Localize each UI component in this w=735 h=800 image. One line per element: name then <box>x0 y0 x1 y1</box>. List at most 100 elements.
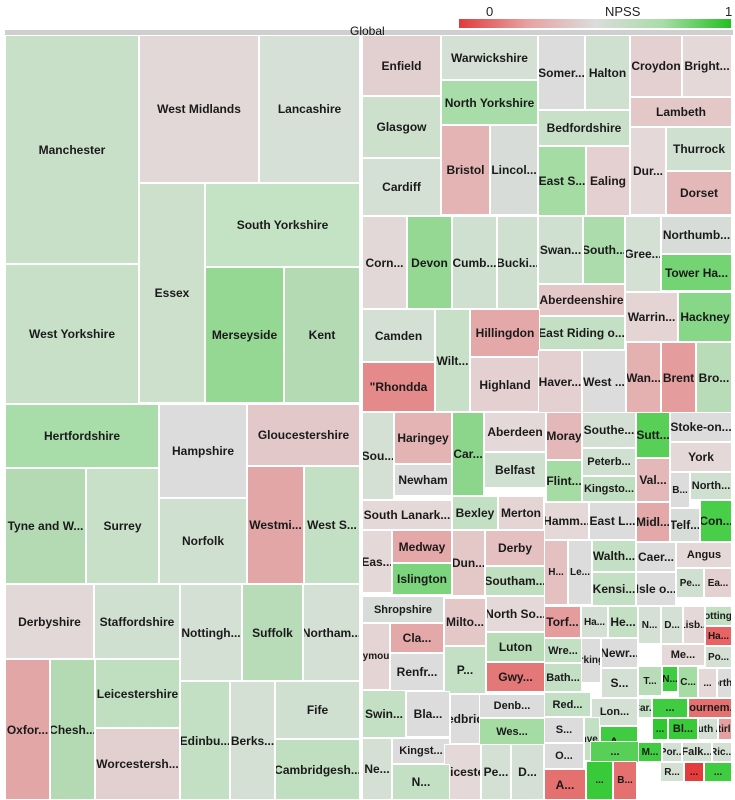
treemap-node[interactable]: Belfast <box>484 452 546 488</box>
treemap-node[interactable]: York <box>670 442 732 472</box>
treemap-node[interactable]: Haringey <box>394 412 452 464</box>
root-node-bar[interactable] <box>5 30 733 35</box>
treemap-node[interactable]: Essex <box>139 183 205 403</box>
treemap-node[interactable]: Bright... <box>682 35 732 97</box>
treemap-node[interactable]: ... <box>698 668 717 698</box>
treemap-node[interactable]: Stoke-on... <box>670 412 732 442</box>
treemap-node[interactable]: Hampshire <box>159 404 247 498</box>
treemap-node[interactable]: Camden <box>362 309 435 362</box>
treemap-node[interactable]: P... <box>444 646 486 694</box>
treemap-node[interactable]: Barking ... <box>581 638 601 683</box>
treemap-node[interactable]: North Yorkshire <box>441 80 538 125</box>
treemap-node[interactable]: Bl... <box>668 718 698 740</box>
treemap-node[interactable]: Ha... <box>705 626 732 646</box>
treemap-node[interactable]: Plymouth <box>362 623 390 690</box>
treemap-node[interactable]: Dorset <box>666 171 732 215</box>
treemap-node[interactable]: Aberdeen <box>484 412 546 452</box>
treemap-node[interactable]: Peterb... <box>582 448 636 476</box>
treemap-node[interactable]: Aberdeenshire <box>538 284 625 316</box>
treemap-node[interactable]: ... <box>652 698 688 718</box>
treemap-node[interactable]: S... <box>601 668 638 698</box>
treemap-node[interactable]: Derbyshire <box>5 584 94 659</box>
treemap-node[interactable]: Islington <box>392 563 452 595</box>
treemap-node[interactable]: West Yorkshire <box>5 264 139 404</box>
treemap-node[interactable]: ... <box>590 741 640 763</box>
treemap-node[interactable]: ... <box>586 761 613 800</box>
treemap-node[interactable]: North... <box>690 472 732 500</box>
treemap-node[interactable]: Dun... <box>452 530 485 596</box>
treemap-node[interactable]: Ric... <box>712 742 732 762</box>
treemap-node[interactable]: S... <box>544 717 584 743</box>
treemap-node[interactable]: Westmi... <box>247 466 304 584</box>
treemap-node[interactable]: West ... <box>582 350 626 414</box>
treemap-node[interactable]: Ea... <box>704 568 732 598</box>
treemap-node[interactable]: Suffolk <box>242 584 303 681</box>
treemap-node[interactable]: Moray <box>546 412 582 460</box>
treemap-node[interactable]: Sou... <box>362 412 394 500</box>
treemap-node[interactable]: ... <box>684 762 704 782</box>
treemap-node[interactable]: Lancashire <box>259 35 360 183</box>
treemap-node[interactable]: Newham <box>394 464 452 496</box>
treemap-node[interactable]: Berks... <box>230 681 275 800</box>
treemap-node[interactable]: Chesh... <box>50 659 95 800</box>
treemap-node[interactable]: Newr... <box>601 638 638 668</box>
treemap-node[interactable]: South... <box>583 216 625 284</box>
treemap-node[interactable]: Wilt... <box>435 309 470 412</box>
treemap-node[interactable]: N... <box>662 666 678 692</box>
treemap-node[interactable]: Oxfor... <box>5 659 50 800</box>
treemap-node[interactable]: Midl... <box>636 502 670 542</box>
treemap-node[interactable]: Fife <box>275 681 360 739</box>
treemap-node[interactable]: Manchester <box>5 35 139 264</box>
treemap-node[interactable]: Brent <box>661 342 696 414</box>
treemap-node[interactable]: M... <box>638 742 662 762</box>
treemap-node[interactable]: Edinbu... <box>180 681 230 800</box>
treemap-node[interactable]: Eas... <box>362 530 392 593</box>
treemap-node[interactable]: Staffordshire <box>94 584 180 659</box>
treemap-node[interactable]: Hackney <box>678 292 732 342</box>
treemap-node[interactable]: Bath... <box>544 663 582 692</box>
treemap-node[interactable]: Nottingh... <box>180 584 242 681</box>
treemap-node[interactable]: Milto... <box>444 598 486 646</box>
treemap-node[interactable]: Cardiff <box>362 158 441 216</box>
treemap-node[interactable]: Bucki... <box>497 216 538 309</box>
treemap-node[interactable]: Renfr... <box>390 653 444 691</box>
treemap-node[interactable]: Somer... <box>538 35 585 110</box>
treemap-node[interactable]: Halton <box>585 35 630 110</box>
treemap-node[interactable]: Le... <box>568 540 592 605</box>
treemap-node[interactable]: Northumb... <box>661 216 732 254</box>
treemap-node[interactable]: Corn... <box>362 216 407 309</box>
treemap-node[interactable]: Car... <box>452 412 484 496</box>
treemap-node[interactable]: Warwickshire <box>441 35 538 80</box>
treemap-node[interactable]: Lisb... <box>683 606 705 644</box>
treemap-node[interactable]: Kingst... <box>392 738 450 764</box>
treemap-node[interactable]: Northam... <box>303 584 360 681</box>
treemap-node[interactable]: Pe... <box>481 744 511 800</box>
treemap-node[interactable]: North So... <box>486 596 545 632</box>
treemap-node[interactable]: Cla... <box>390 623 444 653</box>
treemap-node[interactable]: "Rhondda <box>362 362 435 412</box>
treemap-node[interactable]: Devon <box>407 216 452 309</box>
treemap-node[interactable]: Highland <box>470 357 540 412</box>
treemap-node[interactable]: Surrey <box>86 468 159 584</box>
treemap-node[interactable]: Wes... <box>479 718 545 746</box>
treemap-node[interactable]: Hamm... <box>544 502 589 540</box>
treemap-node[interactable]: Pe... <box>676 568 704 598</box>
treemap-node[interactable]: Gloucestershire <box>247 404 360 466</box>
treemap-node[interactable]: Worcestersh... <box>95 728 180 800</box>
treemap-node[interactable]: West S... <box>304 466 360 584</box>
treemap-node[interactable]: Southe... <box>582 412 636 448</box>
treemap-node[interactable]: ... <box>704 762 732 782</box>
treemap-node[interactable]: Warrin... <box>625 292 678 342</box>
treemap-node[interactable]: Car... <box>638 698 652 718</box>
treemap-node[interactable]: N... <box>392 764 450 800</box>
treemap-node[interactable]: Medway <box>392 530 452 563</box>
treemap-node[interactable]: C... <box>678 666 698 698</box>
treemap-node[interactable]: Telf... <box>670 508 700 542</box>
treemap-node[interactable]: Flint... <box>546 460 582 502</box>
treemap-node[interactable]: Gree... <box>625 216 661 292</box>
treemap-node[interactable]: Po... <box>705 646 732 668</box>
treemap-node[interactable]: D... <box>511 744 544 800</box>
treemap-node[interactable]: Stirl... <box>718 718 732 740</box>
treemap-node[interactable]: Me... <box>661 644 705 666</box>
treemap-node[interactable]: Lambeth <box>630 97 732 127</box>
